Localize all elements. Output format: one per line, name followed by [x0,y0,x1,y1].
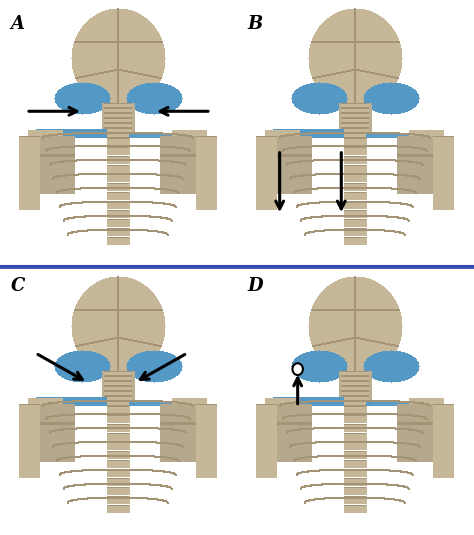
Text: A: A [10,15,25,33]
Text: B: B [247,15,263,33]
Circle shape [292,363,303,375]
Text: C: C [10,277,25,295]
Text: D: D [247,277,263,295]
